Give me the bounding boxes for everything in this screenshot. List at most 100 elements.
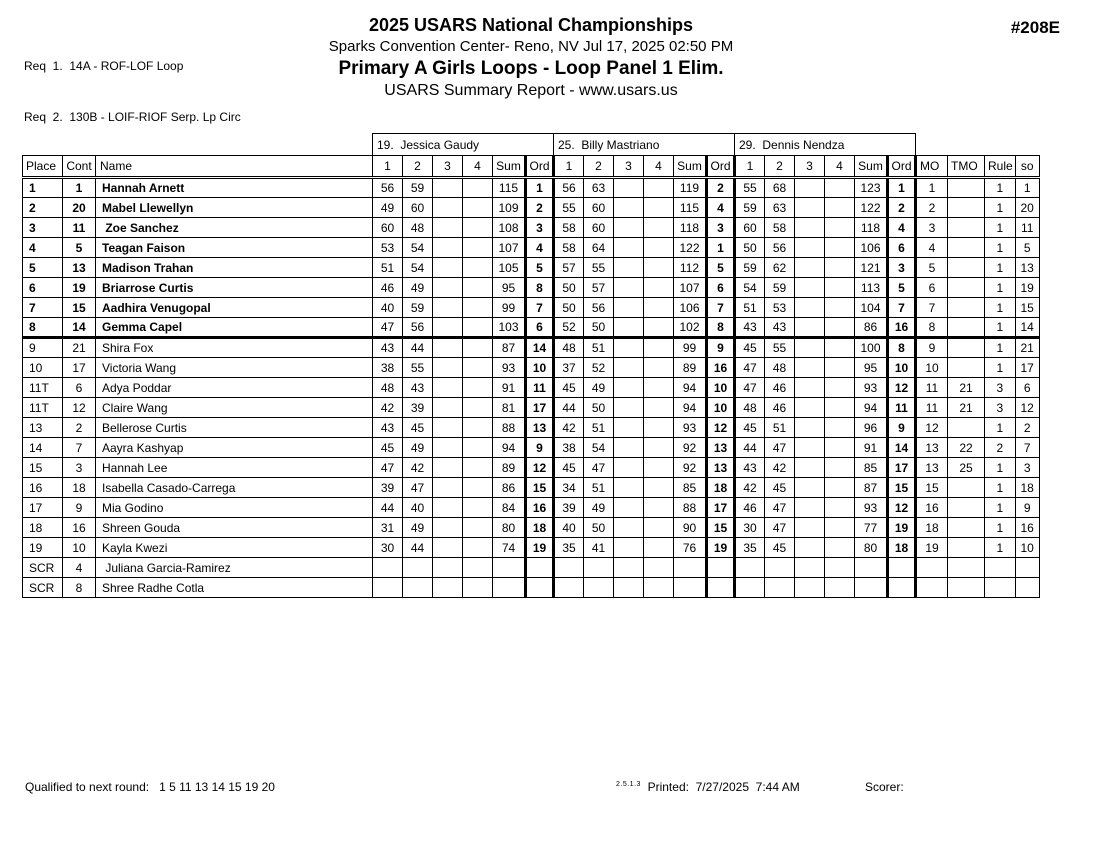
so-cell: 12: [1014, 397, 1040, 418]
so-cell: 3: [1014, 457, 1040, 478]
j1-ord-cell: [524, 577, 555, 598]
j1-trial4-cell: [462, 217, 493, 238]
header-j2-trial1: 1: [553, 155, 584, 179]
j1-trial1-cell: 49: [372, 197, 403, 218]
j2-ord-cell: 16: [705, 357, 736, 378]
j2-trial4-cell: [643, 177, 674, 198]
table-row: 9 21 Shira Fox 43 44 87 14 48 51 99 9 45 55 100 8 9 1 21: [22, 337, 1040, 358]
j3-ord-cell: 2: [886, 197, 917, 218]
j2-ord-cell: 8: [705, 317, 736, 339]
tmo-cell: 21: [947, 397, 985, 418]
event-title: Primary A Girls Loops - Loop Panel 1 Eli…: [338, 58, 724, 79]
printed-line: 2.5.1.3 Printed: 7/27/2025 7:44 AM: [616, 780, 800, 794]
j1-trial4-cell: [462, 517, 493, 538]
j1-trial3-cell: [432, 397, 463, 418]
name-cell: Mia Godino: [95, 497, 373, 518]
name-cell: Bellerose Curtis: [95, 417, 373, 438]
j2-ord-cell: 3: [705, 217, 736, 238]
cont-cell: 16: [62, 517, 96, 538]
j3-trial2-cell: 62: [764, 257, 795, 278]
j2-trial3-cell: [613, 417, 644, 438]
j3-trial3-cell: [794, 297, 825, 318]
j2-sum-cell: [673, 557, 707, 578]
j3-ord-cell: 18: [886, 537, 917, 558]
j3-trial2-cell: 68: [764, 177, 795, 198]
j3-trial4-cell: [824, 437, 855, 458]
name-cell: Shree Radhe Cotla: [95, 577, 373, 598]
j2-trial1-cell: 56: [553, 177, 584, 198]
judge-row-spacer-left: [23, 134, 373, 156]
j3-ord-cell: 10: [886, 357, 917, 378]
j1-sum-cell: 74: [492, 537, 526, 558]
j1-ord-cell: [524, 557, 555, 578]
j1-trial4-cell: [462, 237, 493, 258]
rule-cell: 1: [984, 357, 1016, 378]
cont-cell: 1: [62, 177, 96, 198]
j2-trial3-cell: [613, 477, 644, 498]
j1-trial4-cell: [462, 317, 493, 339]
j3-trial3-cell: [794, 337, 825, 358]
j3-sum-cell: 121: [854, 257, 888, 278]
j2-trial4-cell: [643, 317, 674, 339]
results-table: 19. Jessica Gaudy 25. Billy Mastriano 29…: [22, 133, 1040, 598]
j1-sum-cell: 86: [492, 477, 526, 498]
qualified-line: Qualified to next round: 1 5 11 13 14 15…: [25, 780, 275, 794]
j2-trial4-cell: [643, 417, 674, 438]
j2-trial2-cell: 50: [583, 517, 614, 538]
j2-sum-cell: 119: [673, 177, 707, 198]
j1-sum-cell: 105: [492, 257, 526, 278]
tmo-cell: 22: [947, 437, 985, 458]
j2-trial2-cell: 47: [583, 457, 614, 478]
j3-trial2-cell: 45: [764, 537, 795, 558]
j3-trial3-cell: [794, 577, 825, 598]
mo-cell: 9: [915, 337, 948, 358]
j2-trial4-cell: [643, 237, 674, 258]
j2-trial3-cell: [613, 437, 644, 458]
j3-trial4-cell: [824, 257, 855, 278]
j2-trial3-cell: [613, 457, 644, 478]
mo-cell: 7: [915, 297, 948, 318]
mo-cell: 10: [915, 357, 948, 378]
j2-sum-cell: 89: [673, 357, 707, 378]
header-mo: MO: [915, 155, 948, 179]
mo-cell: [915, 557, 948, 578]
j3-trial1-cell: 47: [734, 357, 765, 378]
j3-trial2-cell: 63: [764, 197, 795, 218]
j3-trial2-cell: 42: [764, 457, 795, 478]
j3-ord-cell: 6: [886, 237, 917, 258]
cont-cell: 4: [62, 557, 96, 578]
j1-trial1-cell: [372, 557, 403, 578]
j3-trial2-cell: 55: [764, 337, 795, 358]
j2-trial2-cell: 60: [583, 217, 614, 238]
j1-trial4-cell: [462, 437, 493, 458]
j3-trial4-cell: [824, 417, 855, 438]
j1-trial1-cell: 51: [372, 257, 403, 278]
title-block: 2025 USARS National Championships Sparks…: [0, 15, 1062, 101]
j2-ord-cell: 10: [705, 377, 736, 398]
j1-trial2-cell: 43: [402, 377, 433, 398]
j2-trial1-cell: 37: [553, 357, 584, 378]
cont-cell: 5: [62, 237, 96, 258]
results-tbody: 1 1 Hannah Arnett 56 59 115 1 56 63 119 2 55 68 123 1 1…: [22, 177, 1040, 598]
j2-ord-cell: 1: [705, 237, 736, 258]
j3-trial1-cell: 45: [734, 337, 765, 358]
j1-trial3-cell: [432, 217, 463, 238]
j2-sum-cell: 107: [673, 277, 707, 298]
j2-trial3-cell: [613, 337, 644, 358]
j2-ord-cell: 5: [705, 257, 736, 278]
j3-ord-cell: 16: [886, 317, 917, 339]
venue-date-line: Sparks Convention Center- Reno, NV Jul 1…: [328, 38, 734, 55]
j3-trial1-cell: 51: [734, 297, 765, 318]
j2-ord-cell: 2: [705, 177, 736, 198]
j1-trial2-cell: 45: [402, 417, 433, 438]
table-row: 6 19 Briarrose Curtis 46 49 95 8 50 57 107 6 54 59 11…: [22, 277, 1040, 298]
j3-sum-cell: [854, 557, 888, 578]
cont-cell: 13: [62, 257, 96, 278]
j2-ord-cell: [705, 577, 736, 598]
j3-trial3-cell: [794, 277, 825, 298]
rule-cell: 2: [984, 437, 1016, 458]
cont-cell: 21: [62, 337, 96, 358]
j3-trial1-cell: 54: [734, 277, 765, 298]
header-j1-trial1: 1: [372, 155, 403, 179]
place-cell: 2: [22, 197, 63, 218]
